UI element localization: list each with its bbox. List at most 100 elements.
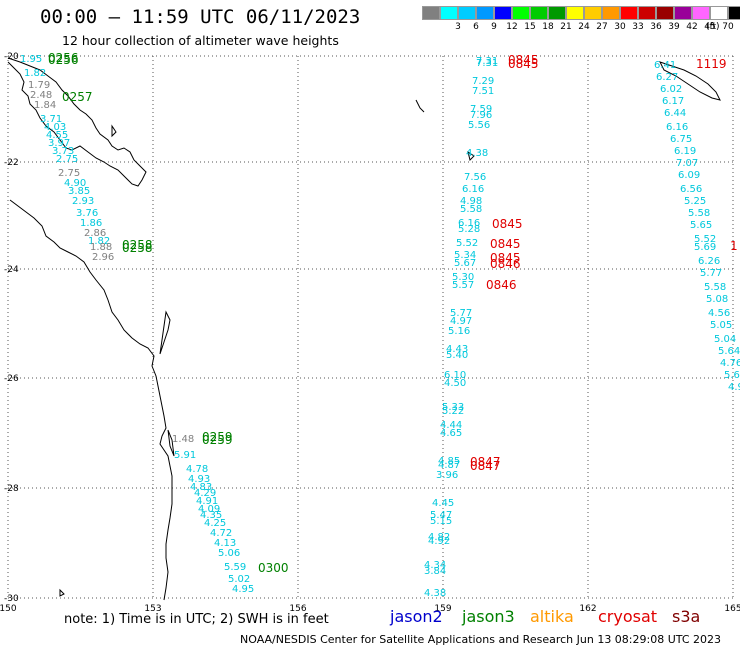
- legend-swatch: [656, 6, 674, 20]
- swh-value-label: 2.75: [56, 154, 78, 165]
- lat-tick-label: -30: [4, 594, 19, 604]
- swh-value-label: 5.52: [694, 234, 716, 245]
- satellite-label: altika: [530, 607, 574, 626]
- legend-tick-label: 39: [668, 22, 680, 32]
- pass-time-label: 0845: [492, 217, 523, 231]
- legend-swatch: [440, 6, 458, 20]
- swh-value-label: 4.45: [432, 498, 454, 509]
- pass-time-label: 0847: [470, 459, 501, 473]
- swh-value-label: 7.31: [476, 56, 498, 67]
- swh-value-label: 5.33: [442, 402, 464, 413]
- swh-value-label: 7.29: [472, 76, 494, 87]
- island-moreton: [167, 429, 175, 457]
- swh-value-label: 4.95: [232, 584, 254, 595]
- australia-coastline: [7, 57, 173, 601]
- swh-value-label: 4.91: [196, 496, 218, 507]
- swh-value-label: 7.56: [464, 172, 486, 183]
- swh-value-label: 3.84: [424, 566, 446, 577]
- swh-value-label: 1.88: [90, 242, 112, 253]
- legend-tick-label: 3: [455, 22, 461, 32]
- footnote: note: 1) Time is in UTC; 2) SWH is in fe…: [64, 612, 329, 627]
- lon-tick-label: 165: [724, 604, 740, 614]
- swh-value-label: 6.26: [698, 256, 720, 267]
- swh-value-label: 6.19: [674, 146, 696, 157]
- swh-value-label: 4.90: [64, 178, 86, 189]
- swh-value-label: 3.73: [52, 146, 74, 157]
- swh-value-label: 4.34: [424, 560, 446, 571]
- island-small: [111, 124, 117, 138]
- pass-time-label: 0845: [508, 53, 539, 67]
- legend-swatch: [530, 6, 548, 20]
- map-title: 00:00 – 11:59 UTC 06/11/2023: [40, 6, 361, 28]
- satellite-label: cryosat: [598, 607, 658, 626]
- axis-tick-labels: 150 153 156 159 162 165 -20 -22 -24 -26 -28 -30: [0, 52, 740, 614]
- pass-time-label: 0258: [122, 241, 153, 255]
- swh-value-label: 5.58: [704, 282, 726, 293]
- swh-value-label: 7.59: [470, 104, 492, 115]
- swh-value-label: 6.41: [654, 60, 676, 71]
- pass-time-label: 0259: [202, 433, 233, 447]
- swh-value-label: 5.34: [454, 250, 476, 261]
- swh-value-label: 5.77: [700, 268, 722, 279]
- swh-value-label: 5.06: [218, 548, 240, 559]
- swh-value-label: 5.47: [430, 510, 452, 521]
- swh-value-label: 4.65: [440, 428, 462, 439]
- swh-value-label: 4.56: [708, 308, 730, 319]
- legend-swatch: [638, 6, 656, 20]
- lon-tick-label: 153: [144, 604, 161, 614]
- lat-tick-label: -26: [4, 374, 19, 384]
- lon-tick-label: 159: [434, 604, 451, 614]
- legend-swatch: [422, 6, 440, 20]
- pass-time-label: 0846: [486, 278, 517, 292]
- swh-value-label: 4.55: [46, 130, 68, 141]
- legend-swatch: [494, 6, 512, 20]
- swh-value-label: 1.84: [34, 100, 56, 111]
- track-labels: 1.951.821.792.481.843.714.034.553.973.73…: [20, 51, 740, 599]
- lat-tick-label: -28: [4, 484, 19, 494]
- swh-value-label: 7.96: [470, 110, 492, 121]
- pass-time-label: 1119: [696, 57, 727, 71]
- swh-value-label: 5.91: [174, 450, 196, 461]
- swh-value-label: 5.28: [458, 224, 480, 235]
- swh-value-label: 7.31: [476, 58, 498, 69]
- legend-tick-label: 30: [614, 22, 626, 32]
- swh-value-label: 3.85: [68, 186, 90, 197]
- legend-swatch: [620, 6, 638, 20]
- lat-lon-grid: [7, 55, 734, 599]
- swh-value-label: 5.08: [706, 294, 728, 305]
- legend-tick-label: 15: [524, 22, 536, 32]
- swh-value-label: 5.25: [684, 196, 706, 207]
- swh-value-label: 5.02: [228, 574, 250, 585]
- pass-time-label: 0846: [490, 257, 521, 271]
- swh-value-label: 6.16: [458, 218, 480, 229]
- legend-tick-label: 6: [473, 22, 479, 32]
- swh-value-label: 4.97: [450, 316, 472, 327]
- swh-value-label: 5.58: [460, 204, 482, 215]
- legend-swatch: [512, 6, 530, 20]
- swh-value-label: 4.13: [214, 538, 236, 549]
- swh-value-label: 5.56: [468, 120, 490, 131]
- swh-value-label: 4.78: [186, 464, 208, 475]
- swh-value-label: 5.52: [456, 238, 478, 249]
- pass-time-label: 0256: [48, 51, 79, 65]
- swh-value-label: 4.38: [424, 588, 446, 599]
- island-small-2: [59, 588, 65, 597]
- swh-value-label: 5.77: [450, 308, 472, 319]
- swh-value-label: 5.22: [442, 406, 464, 417]
- legend-tick-label: 24: [578, 22, 590, 32]
- swh-value-label: 4.76: [720, 358, 740, 369]
- swh-value-label: 6.17: [662, 96, 684, 107]
- swh-value-label: 2.93: [72, 196, 94, 207]
- pass-time-label: 0256: [48, 53, 79, 67]
- legend-tick-label: 12: [506, 22, 518, 32]
- swh-value-label: 6.44: [664, 108, 686, 119]
- swh-value-label: 4.29: [194, 488, 216, 499]
- swh-value-label: 5.69: [694, 242, 716, 253]
- swh-value-label: 5.05: [710, 320, 732, 331]
- swh-value-label: 4.87: [438, 460, 460, 471]
- pass-time-label: 0845: [508, 57, 539, 71]
- swh-value-label: 7.07: [676, 158, 698, 169]
- map-subtitle: 12 hour collection of altimeter wave hei…: [62, 33, 339, 48]
- lat-tick-label: -24: [4, 265, 19, 275]
